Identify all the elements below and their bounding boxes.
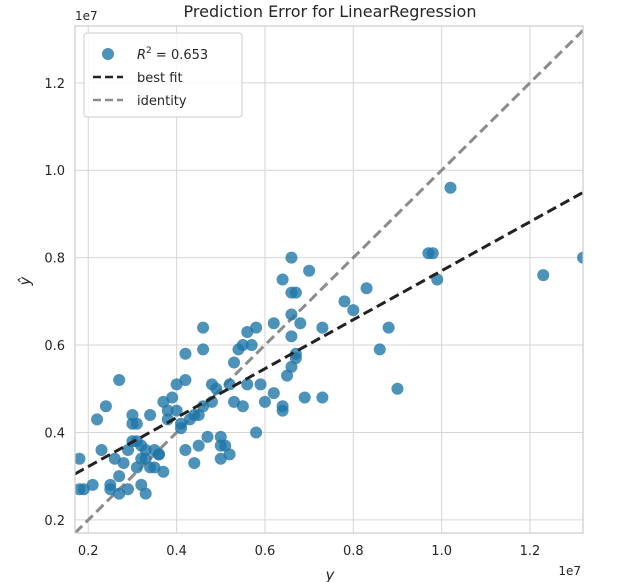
data-point: [298, 391, 311, 404]
x-tick-label: 0.6: [255, 544, 276, 559]
x-tick-label: 1.2: [520, 544, 541, 559]
legend-identity-label: identity: [137, 94, 187, 109]
data-point: [347, 304, 360, 317]
legend-box: [83, 32, 243, 118]
x-offset-label: 1e7: [558, 564, 581, 578]
data-point: [285, 251, 298, 264]
x-tick-label: 0.2: [78, 544, 99, 559]
data-point: [130, 417, 143, 430]
data-point: [285, 308, 298, 321]
y-axis-label: ŷ: [16, 275, 34, 286]
data-point: [267, 387, 280, 400]
y-tick-label: 1.0: [44, 164, 65, 179]
data-point: [113, 374, 126, 387]
data-point: [166, 391, 179, 404]
x-tick-label: 0.4: [166, 544, 187, 559]
x-tick-labels: 0.2 0.4 0.6 0.8 1.0 1.2: [78, 544, 540, 559]
x-axis-label: y: [325, 566, 336, 582]
data-point: [99, 400, 112, 413]
data-point: [373, 343, 386, 356]
data-point: [577, 251, 583, 264]
data-point: [267, 317, 280, 330]
data-point: [285, 330, 298, 343]
data-point: [197, 343, 210, 356]
data-point: [223, 378, 236, 391]
data-point: [360, 282, 373, 295]
data-point: [276, 404, 289, 417]
legend-best-fit-label: best fit: [137, 71, 183, 86]
data-point: [152, 448, 165, 461]
data-point: [170, 404, 183, 417]
x-tick-label: 1.0: [431, 544, 452, 559]
data-point: [228, 356, 241, 369]
data-point: [113, 470, 126, 483]
data-point: [157, 465, 170, 478]
data-point: [537, 269, 550, 282]
data-point: [316, 391, 329, 404]
best-fit-line-group: [75, 191, 583, 476]
legend: R2 = 0.653 best fit identity: [83, 32, 243, 118]
data-point: [444, 181, 457, 194]
data-point: [210, 382, 223, 395]
data-point: [303, 264, 316, 277]
data-point: [188, 457, 201, 470]
data-point: [338, 295, 351, 308]
data-point: [117, 457, 130, 470]
best-fit-line: [75, 191, 583, 476]
data-point: [382, 321, 395, 334]
chart-title: Prediction Error for LinearRegression: [184, 2, 477, 21]
grid: [75, 26, 583, 533]
data-point: [122, 483, 135, 496]
data-point: [175, 422, 188, 435]
data-point: [86, 478, 99, 491]
data-point: [144, 408, 157, 421]
data-point: [179, 374, 192, 387]
data-point: [241, 378, 254, 391]
data-point: [201, 430, 214, 443]
data-point: [75, 452, 86, 465]
data-point: [179, 443, 192, 456]
legend-marker-points: [102, 48, 114, 60]
plot-frame: [74, 25, 584, 534]
y-offset-label: 1e7: [75, 9, 98, 23]
data-point: [245, 339, 258, 352]
data-point: [161, 404, 174, 417]
y-tick-labels: 0.2 0.4 0.6 0.8 1.0 1.2: [44, 77, 65, 529]
data-point: [95, 443, 108, 456]
data-point: [276, 273, 289, 286]
y-tick-label: 0.6: [44, 339, 65, 354]
legend-r2-label: R2 = 0.653: [137, 46, 208, 63]
y-tick-label: 0.4: [44, 426, 65, 441]
data-point: [250, 321, 263, 334]
data-point: [139, 443, 152, 456]
data-point: [223, 448, 236, 461]
data-point: [179, 347, 192, 360]
data-point: [294, 317, 307, 330]
y-tick-label: 0.8: [44, 252, 65, 267]
data-point: [139, 487, 152, 500]
data-point: [192, 439, 205, 452]
x-tick-label: 0.8: [343, 544, 364, 559]
data-point: [250, 426, 263, 439]
data-point: [426, 247, 439, 260]
scatter-points: [75, 181, 583, 500]
data-point: [197, 321, 210, 334]
data-point: [289, 286, 302, 299]
data-point: [91, 413, 104, 426]
y-tick-label: 0.2: [44, 514, 65, 529]
data-point: [258, 395, 271, 408]
data-point: [391, 382, 404, 395]
data-point: [254, 378, 267, 391]
data-point: [236, 339, 249, 352]
data-point: [236, 400, 249, 413]
data-point: [316, 321, 329, 334]
y-tick-label: 1.2: [44, 77, 65, 92]
